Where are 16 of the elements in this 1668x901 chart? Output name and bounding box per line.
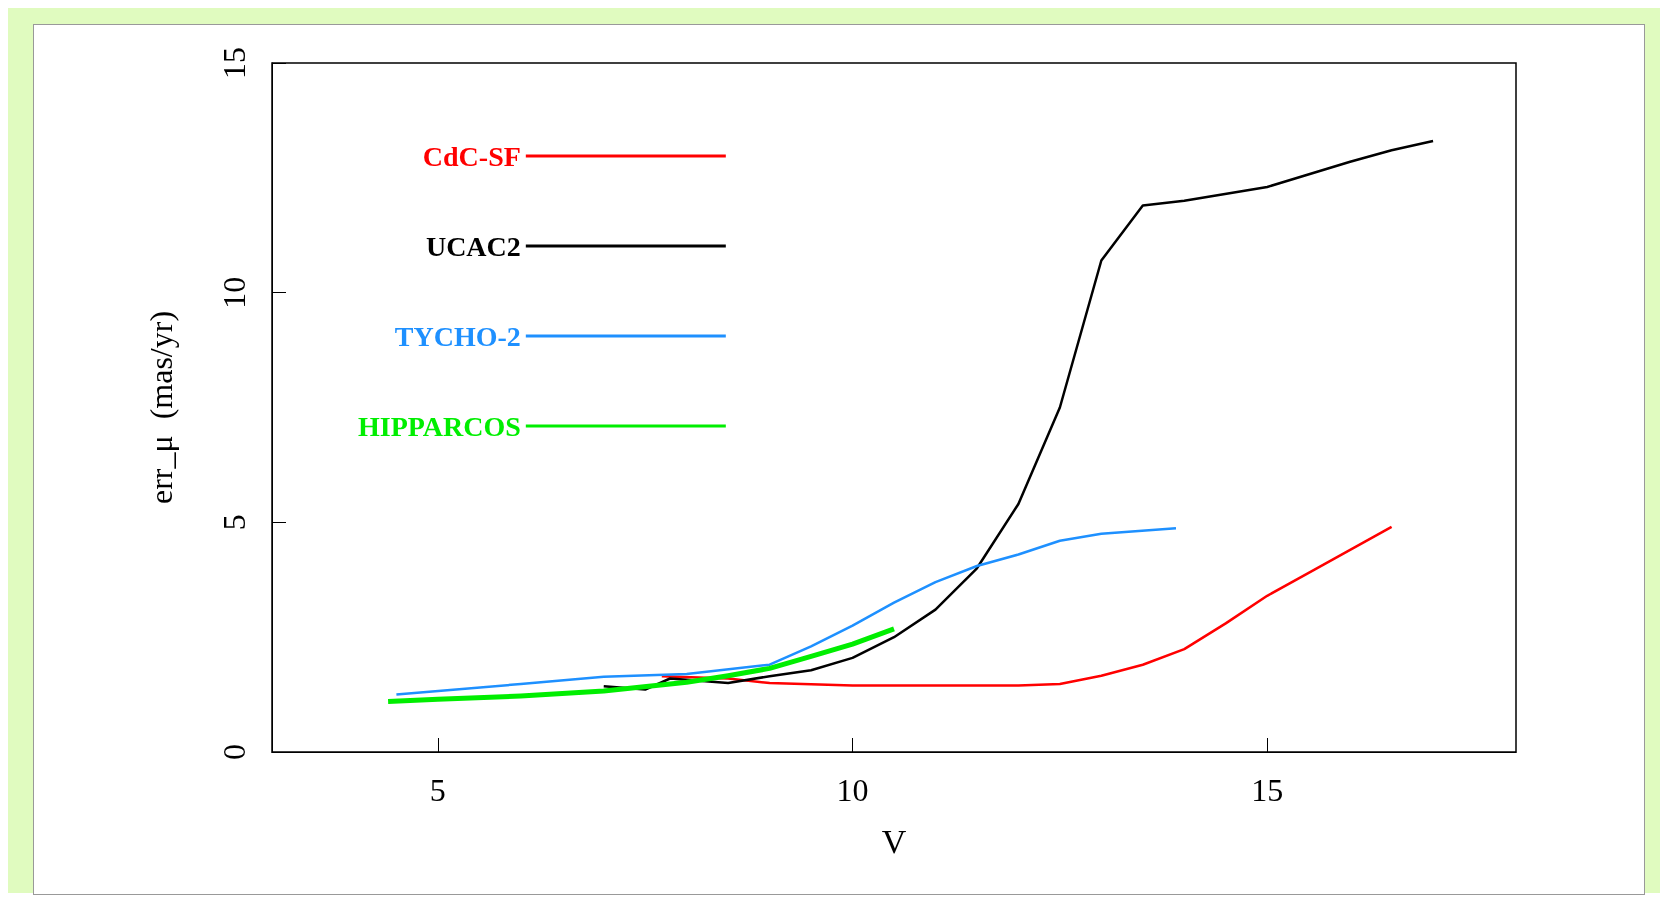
x-tick-label: 10 [836,772,869,808]
y-tick-label: 0 [216,744,252,760]
y-tick-label: 10 [216,276,252,309]
y-tick-label: 15 [216,47,252,79]
text: CdC-SF [422,140,521,172]
text: HIPPARCOS [357,410,521,442]
text: UCAC2 [425,230,521,262]
x-axis-title: V [881,822,907,860]
line-series [602,139,1435,691]
x-tick-label: 5 [429,772,446,808]
line-series [395,527,1178,696]
y-axis-title: err_μ (mas/yr) [143,310,179,505]
text: TYCHO-2 [394,320,521,352]
line-series [660,525,1393,687]
y-tick-label: 5 [216,514,252,531]
x-tick-label: 15 [1251,772,1284,808]
